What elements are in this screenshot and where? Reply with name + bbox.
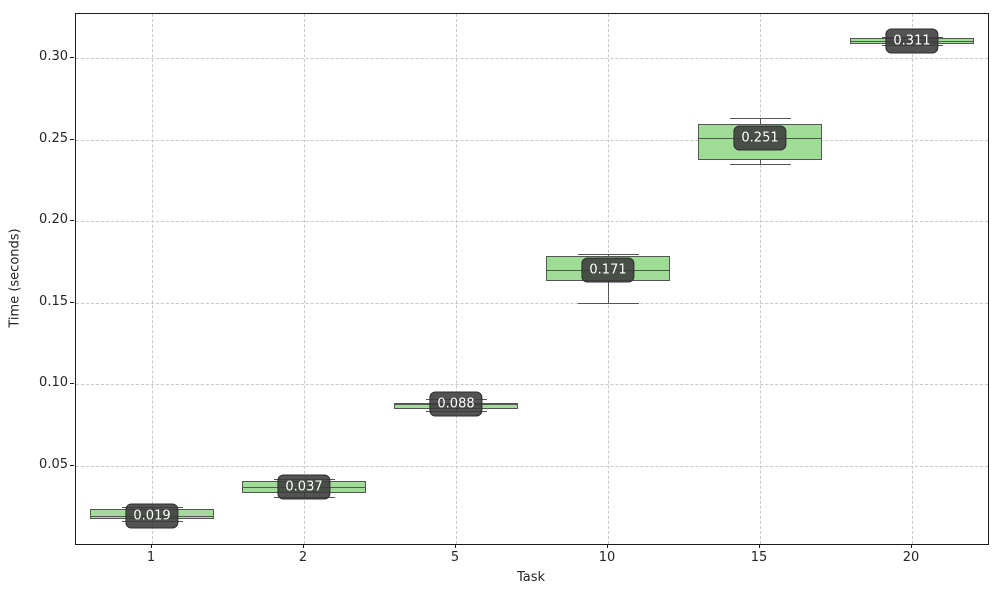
grid-line-horizontal	[76, 465, 988, 467]
whisker-cap-bottom	[729, 164, 791, 166]
grid-line-horizontal	[76, 221, 988, 223]
whisker-cap-top	[729, 118, 791, 120]
value-label: 0.088	[429, 391, 483, 417]
y-tick-label: 0.05	[39, 456, 68, 472]
y-axis-tick	[70, 383, 74, 385]
y-axis-tick	[70, 220, 74, 222]
y-tick-label: 0.25	[39, 130, 68, 146]
x-tick-label: 1	[146, 550, 156, 565]
y-tick-label: 0.20	[39, 212, 68, 228]
grid-line-vertical	[152, 14, 153, 544]
y-tick-label: 0.30	[39, 49, 68, 65]
value-label: 0.171	[581, 257, 635, 283]
grid-line-horizontal	[76, 384, 988, 386]
whisker-cap-bottom	[577, 302, 639, 304]
grid-line-vertical	[912, 14, 913, 544]
grid-line-horizontal	[76, 302, 988, 304]
whisker-cap-top	[577, 253, 639, 255]
value-label: 0.019	[125, 503, 179, 529]
x-tick-label: 5	[450, 550, 460, 565]
grid-line-horizontal	[76, 139, 988, 141]
y-axis-tick	[70, 57, 74, 59]
y-axis-label: Time (seconds)	[7, 228, 23, 328]
value-label: 0.037	[277, 474, 331, 500]
y-axis-tick	[70, 138, 74, 140]
grid-line-vertical	[304, 14, 305, 544]
plot-area: 0.019 0.037 0.088 0.171 0.251 0.311	[75, 13, 989, 545]
y-axis-tick	[70, 464, 74, 466]
value-label: 0.311	[885, 28, 939, 54]
grid-line-vertical	[456, 14, 457, 544]
x-tick-label: 10	[598, 550, 616, 565]
grid-line-vertical	[760, 14, 761, 544]
x-axis-label: Task	[516, 570, 546, 585]
y-axis-tick	[70, 301, 74, 303]
x-tick-label: 2	[298, 550, 308, 565]
grid-line-horizontal	[76, 58, 988, 60]
y-tick-label: 0.10	[39, 375, 68, 391]
x-tick-label: 15	[750, 550, 768, 565]
value-label: 0.251	[733, 125, 787, 151]
x-tick-label: 20	[902, 550, 920, 565]
